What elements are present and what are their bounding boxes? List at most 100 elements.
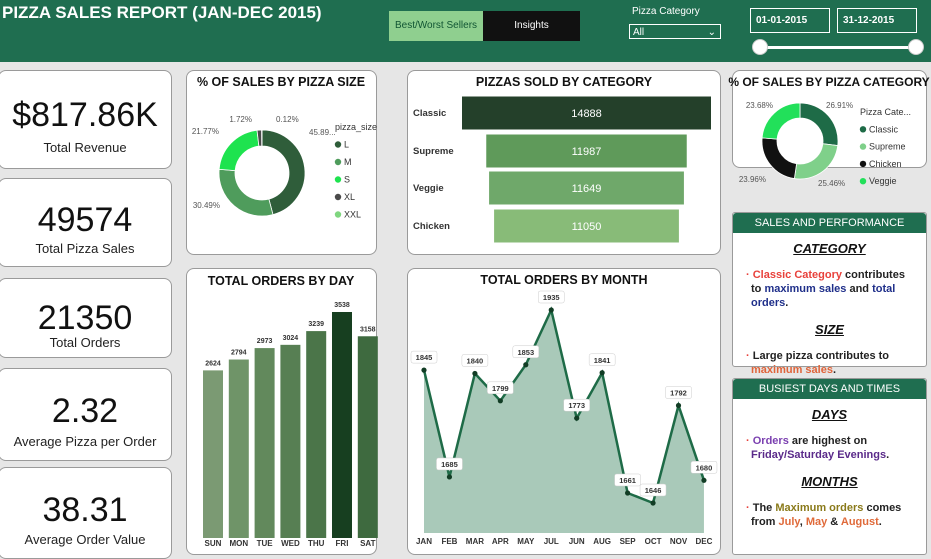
x-tick-label: NOV xyxy=(670,537,688,546)
data-label: 26.91% xyxy=(826,101,853,110)
legend-marker xyxy=(335,159,341,165)
data-label: 1845 xyxy=(416,353,433,362)
legend-label: Veggie xyxy=(869,176,897,186)
legend-title: pizza_size xyxy=(335,122,377,132)
point xyxy=(498,398,503,403)
data-label: 11050 xyxy=(572,221,602,233)
data-label: 0.12% xyxy=(276,115,299,124)
x-tick-label: JAN xyxy=(416,537,432,546)
x-tick-label: DEC xyxy=(696,537,713,546)
legend-marker xyxy=(335,194,341,200)
category-label: Veggie xyxy=(413,183,444,194)
chart-title: TOTAL ORDERS BY DAY xyxy=(208,274,355,288)
data-label: 1840 xyxy=(467,356,484,365)
bar xyxy=(358,336,378,538)
data-label: 30.49% xyxy=(193,201,220,210)
data-label: 1661 xyxy=(619,476,636,485)
point xyxy=(625,490,630,495)
data-label: 3239 xyxy=(308,321,324,328)
bar xyxy=(255,348,275,538)
donut-slice xyxy=(219,130,259,170)
donut-slice xyxy=(762,138,797,179)
point xyxy=(523,362,528,367)
legend-marker xyxy=(335,141,341,147)
data-label: 1773 xyxy=(568,401,585,410)
bar xyxy=(229,360,249,538)
x-tick-label: SEP xyxy=(620,537,637,546)
legend-label: S xyxy=(344,175,350,185)
legend-label: Chicken xyxy=(869,159,902,169)
x-tick-label: WED xyxy=(281,539,300,548)
x-tick-label: THU xyxy=(308,539,325,548)
data-label: 2973 xyxy=(257,338,273,345)
data-label: 21.77% xyxy=(192,127,219,136)
legend-label: L xyxy=(344,140,349,150)
legend-title: Pizza Cate... xyxy=(860,107,911,117)
legend-label: XXL xyxy=(344,210,361,220)
data-label: 23.96% xyxy=(739,175,766,184)
data-label: 1646 xyxy=(645,486,662,495)
data-label: 2624 xyxy=(205,360,221,367)
data-label: 25.46% xyxy=(818,179,845,188)
x-tick-label: SUN xyxy=(205,539,222,548)
x-tick-label: FRI xyxy=(336,539,349,548)
data-label: 2794 xyxy=(231,350,247,357)
data-label: 1792 xyxy=(670,388,687,397)
donut-slice xyxy=(794,144,837,179)
x-tick-label: MAY xyxy=(517,537,535,546)
bar xyxy=(203,370,223,538)
data-label: 1841 xyxy=(594,356,611,365)
legend-marker xyxy=(860,143,866,149)
point xyxy=(549,307,554,312)
data-label: 1680 xyxy=(696,463,713,472)
bar xyxy=(332,312,352,538)
point xyxy=(447,474,452,479)
bar xyxy=(280,345,300,538)
data-label: 3024 xyxy=(283,335,299,342)
legend-marker xyxy=(860,161,866,167)
legend-label: XL xyxy=(344,192,355,202)
x-tick-label: MON xyxy=(229,539,248,548)
x-tick-label: MAR xyxy=(466,537,484,546)
x-tick-label: FEB xyxy=(441,537,457,546)
x-tick-label: AUG xyxy=(593,537,611,546)
bar xyxy=(306,331,326,538)
donut-slice xyxy=(219,169,273,216)
category-label: Classic xyxy=(413,108,446,119)
chart-title: % OF SALES BY PIZZA SIZE xyxy=(197,75,365,89)
point xyxy=(600,370,605,375)
data-label: 11649 xyxy=(572,183,602,195)
data-label: 1.72% xyxy=(229,115,252,124)
chart-title: TOTAL ORDERS BY MONTH xyxy=(480,273,647,287)
data-label: 14888 xyxy=(571,108,602,120)
point xyxy=(676,403,681,408)
point xyxy=(472,371,477,376)
category-label: Chicken xyxy=(413,221,450,232)
point xyxy=(574,416,579,421)
legend-label: Classic xyxy=(869,124,899,134)
chart-title: PIZZAS SOLD BY CATEGORY xyxy=(476,75,653,89)
legend-marker xyxy=(335,176,341,182)
data-label: 1685 xyxy=(441,460,458,469)
data-label: 1935 xyxy=(543,293,560,302)
legend-label: Supreme xyxy=(869,142,906,152)
point xyxy=(701,478,706,483)
x-tick-label: APR xyxy=(492,537,509,546)
data-label: 1853 xyxy=(517,348,534,357)
point xyxy=(421,368,426,373)
data-label: 23.68% xyxy=(746,101,773,110)
legend-label: M xyxy=(344,157,352,167)
x-tick-label: JUN xyxy=(569,537,585,546)
category-label: Supreme xyxy=(413,146,454,157)
data-label: 11987 xyxy=(572,146,602,158)
data-label: 3538 xyxy=(334,302,350,309)
legend-marker xyxy=(335,211,341,217)
data-label: 45.89... xyxy=(309,128,336,137)
x-tick-label: SAT xyxy=(360,539,376,548)
area-fill xyxy=(424,310,704,533)
x-tick-label: JUL xyxy=(544,537,559,546)
legend-marker xyxy=(860,126,866,132)
chart-title: % OF SALES BY PIZZA CATEGORY xyxy=(728,75,929,89)
point xyxy=(650,500,655,505)
